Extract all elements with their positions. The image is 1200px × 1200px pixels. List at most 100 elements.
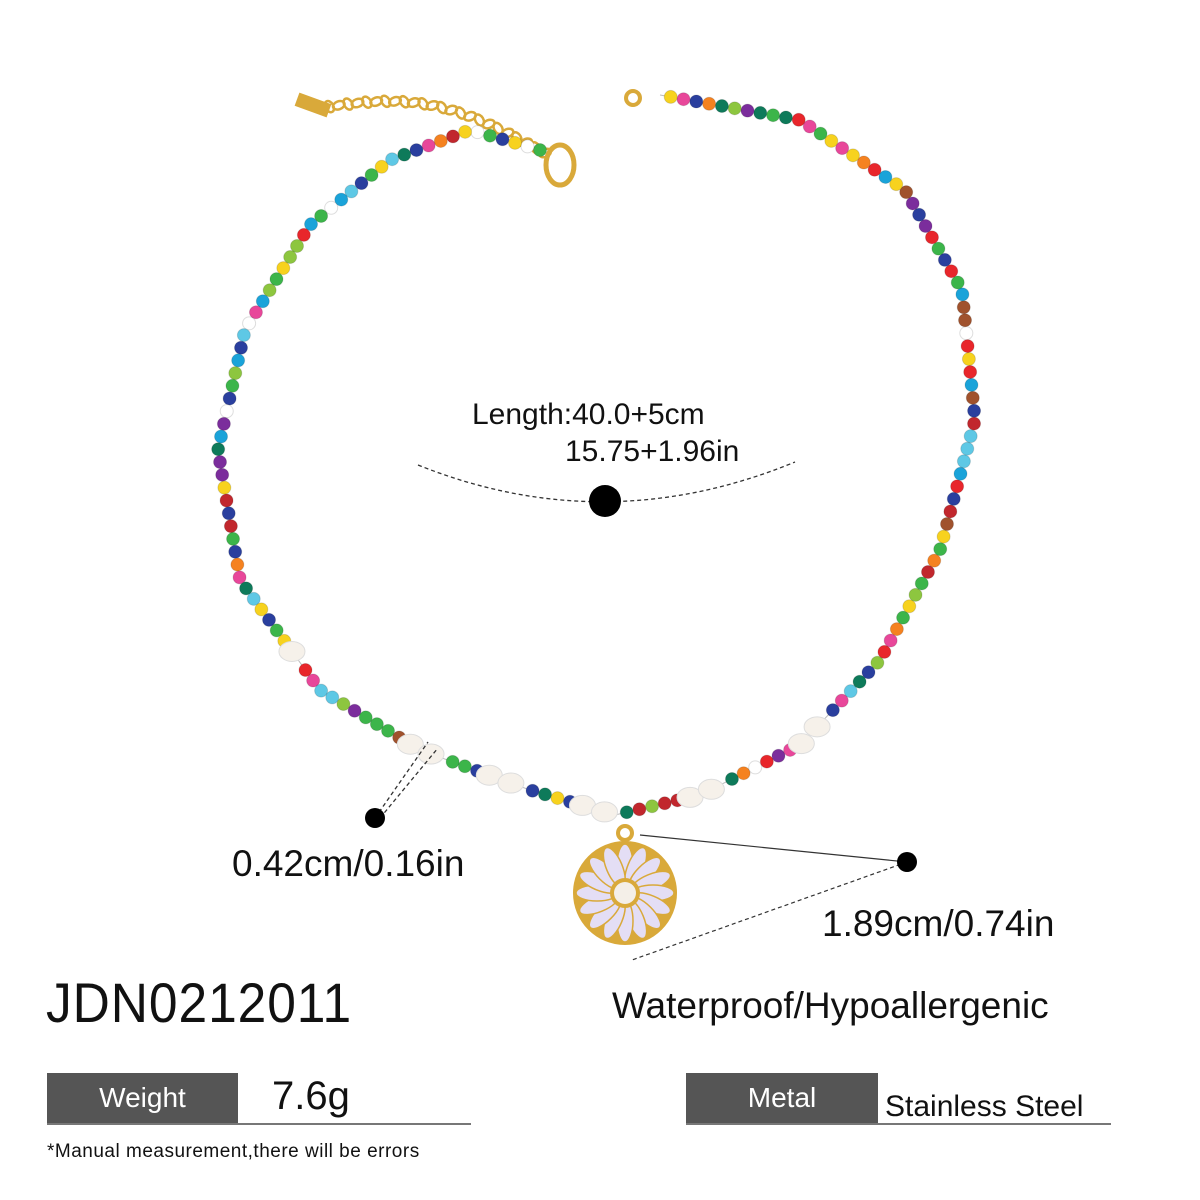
- bail: [616, 824, 634, 842]
- pearl-bead: [396, 733, 424, 755]
- seed-bead: [314, 683, 329, 698]
- seed-bead: [939, 517, 954, 532]
- daisy-pendant: [573, 824, 677, 945]
- pendant-dimension: [631, 834, 917, 961]
- seed-bead: [231, 353, 246, 368]
- seed-bead: [276, 261, 291, 276]
- seed-bead: [965, 390, 980, 405]
- seed-bead: [495, 132, 510, 147]
- seed-bead: [766, 108, 781, 123]
- seed-bead: [445, 129, 460, 144]
- seed-bead: [483, 128, 498, 143]
- seed-bead: [740, 103, 755, 118]
- seed-bead: [714, 99, 729, 114]
- seed-bead: [347, 703, 362, 718]
- seed-bead: [753, 105, 768, 120]
- seed-bead: [304, 217, 319, 232]
- seed-bead: [255, 294, 270, 309]
- seed-bead: [889, 177, 904, 192]
- seed-bead: [538, 787, 553, 802]
- seed-bead: [883, 633, 898, 648]
- seed-bead: [778, 110, 793, 125]
- bead-dimension: [365, 741, 439, 828]
- chain-link: [417, 97, 429, 111]
- bead-size-label: 0.42cm/0.16in: [232, 843, 465, 884]
- seed-bead: [943, 504, 958, 519]
- seed-bead: [960, 339, 975, 354]
- seed-bead: [397, 147, 412, 162]
- seed-bead: [963, 429, 978, 444]
- pearl-center: [614, 882, 636, 904]
- length-cm-label: Length:40.0+5cm: [472, 398, 705, 431]
- seed-bead: [953, 466, 968, 481]
- metal-value: Stainless Steel: [885, 1090, 1084, 1123]
- seed-bead: [967, 416, 982, 431]
- seed-bead: [306, 673, 321, 688]
- seed-bead: [619, 805, 634, 820]
- seed-bead: [234, 340, 249, 355]
- seed-bead: [702, 96, 717, 111]
- seed-bead: [269, 623, 284, 638]
- seed-bead: [944, 264, 959, 279]
- seed-bead: [920, 565, 935, 580]
- seed-bead: [902, 599, 917, 614]
- extender-chain: [312, 89, 642, 188]
- seed-bead: [508, 135, 523, 150]
- seed-bead: [759, 754, 774, 769]
- bead-strand: [211, 89, 982, 823]
- seed-bead: [771, 748, 786, 763]
- seed-bead: [458, 124, 473, 139]
- seed-bead: [914, 576, 929, 591]
- seed-bead: [908, 587, 923, 602]
- seed-bead: [433, 133, 448, 148]
- seed-bead: [217, 480, 232, 495]
- seed-bead: [262, 612, 277, 627]
- seed-bead: [215, 467, 230, 482]
- seed-bead: [219, 493, 234, 508]
- seed-bead: [802, 119, 817, 134]
- chain-link: [398, 94, 411, 109]
- length-in-label: 15.75+1.96in: [565, 435, 740, 468]
- weight-label: Weight: [47, 1073, 238, 1123]
- seed-bead: [213, 455, 228, 470]
- seed-bead: [632, 802, 647, 817]
- seed-bead: [961, 352, 976, 367]
- pearl-bead: [591, 801, 619, 823]
- pearl-bead: [697, 778, 725, 800]
- seed-bead: [663, 89, 678, 104]
- seed-bead: [736, 766, 751, 781]
- seed-bead: [931, 241, 946, 256]
- seed-bead: [374, 159, 389, 174]
- seed-bead: [358, 710, 373, 725]
- seed-bead: [824, 133, 839, 148]
- seed-bead: [950, 275, 965, 290]
- seed-bead: [960, 441, 975, 456]
- seed-bead: [520, 139, 535, 154]
- seed-bead: [236, 328, 251, 343]
- seed-bead: [924, 230, 939, 245]
- seed-bead: [334, 192, 349, 207]
- pearl-bead: [497, 772, 525, 794]
- seed-bead: [899, 185, 914, 200]
- pearl-bead: [787, 733, 815, 755]
- seed-bead: [290, 238, 305, 253]
- weight-value: 7.6g: [272, 1074, 350, 1118]
- seed-bead: [269, 272, 284, 287]
- seed-bead: [324, 200, 339, 215]
- seed-bead: [727, 101, 742, 116]
- seed-bead: [246, 591, 261, 606]
- seed-bead: [964, 377, 979, 392]
- seed-bead: [852, 674, 867, 689]
- seed-bead: [445, 754, 460, 769]
- seed-bead: [533, 143, 547, 157]
- pearl-bead: [803, 716, 831, 738]
- seed-bead: [525, 783, 540, 798]
- chain-tag: [294, 92, 332, 118]
- seed-bead: [813, 126, 828, 141]
- seed-bead: [791, 112, 806, 127]
- seed-bead: [956, 454, 971, 469]
- seed-bead: [298, 663, 313, 678]
- seed-bead: [211, 442, 226, 457]
- seed-bead: [457, 759, 472, 774]
